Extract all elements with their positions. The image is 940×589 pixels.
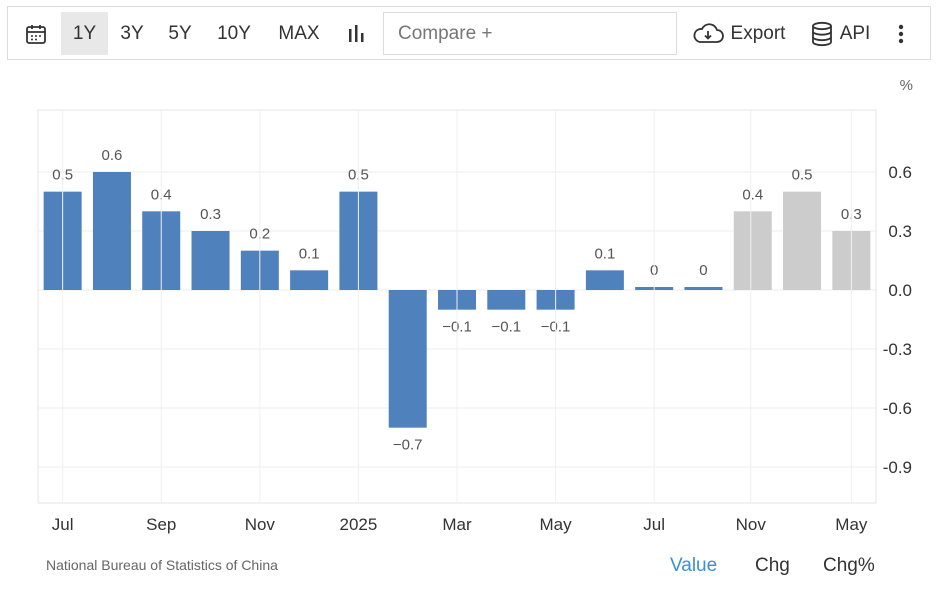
source-label: National Bureau of Statistics of China xyxy=(46,557,278,573)
x-tick-label: May xyxy=(835,515,868,534)
bar xyxy=(388,290,427,428)
more-menu-button[interactable] xyxy=(888,12,914,55)
mode-value-button[interactable]: Value xyxy=(670,555,718,576)
y-tick-label: 0.3 xyxy=(888,222,912,241)
y-unit-label: % xyxy=(900,77,913,94)
more-vertical-icon xyxy=(898,24,904,44)
mode-chg-button[interactable]: Chg xyxy=(755,555,790,576)
bar-value-label: 0.6 xyxy=(102,147,123,164)
bar-value-label: −0.1 xyxy=(491,319,521,336)
bar-value-label: 0.1 xyxy=(299,245,320,262)
calendar-button[interactable] xyxy=(18,12,54,55)
bar xyxy=(684,287,723,290)
chart-type-button[interactable] xyxy=(340,12,374,55)
forecast-bar xyxy=(733,211,772,290)
range-10y-button[interactable]: 10Y xyxy=(217,23,251,44)
y-tick-label: 0.6 xyxy=(888,163,912,182)
bar-chart: 0.60.30.0-0.3-0.6-0.9%0.50.60.40.30.20.1… xyxy=(37,77,913,534)
bar-value-label: 0.1 xyxy=(594,245,615,262)
api-button[interactable]: API xyxy=(802,12,878,55)
bar-chart-icon xyxy=(349,24,364,42)
x-tick-label: Jul xyxy=(643,515,665,534)
range-max-button[interactable]: MAX xyxy=(278,23,320,44)
range-3y-button[interactable]: 3Y xyxy=(120,23,144,44)
bar xyxy=(191,230,230,290)
toolbar: 1Y 3Y 5Y 10Y MAX Compare + Export API xyxy=(7,6,931,60)
bar-value-label: 0.3 xyxy=(200,206,221,223)
export-button[interactable]: Export xyxy=(684,12,792,55)
bar-value-label: −0.7 xyxy=(393,437,423,454)
cloud-download-icon xyxy=(693,23,724,43)
y-tick-label: -0.3 xyxy=(883,340,912,359)
x-tick-label: Nov xyxy=(736,515,767,534)
forecast-bar xyxy=(783,191,822,290)
compare-input[interactable]: Compare + xyxy=(383,12,677,55)
y-tick-label: -0.6 xyxy=(883,399,912,418)
y-tick-label: 0.0 xyxy=(888,281,912,300)
database-icon xyxy=(811,21,832,47)
range-5y-button[interactable]: 5Y xyxy=(168,23,192,44)
mode-chg-percent-button[interactable]: Chg% xyxy=(823,555,875,576)
x-tick-label: May xyxy=(540,515,573,534)
x-tick-label: Mar xyxy=(442,515,472,534)
calendar-icon xyxy=(26,24,46,44)
bar-value-label: 0.5 xyxy=(792,167,813,184)
x-tick-label: Nov xyxy=(245,515,276,534)
y-tick-label: -0.9 xyxy=(883,458,912,477)
bar-value-label: 0.4 xyxy=(742,186,763,203)
bar xyxy=(585,270,624,290)
bar xyxy=(290,270,329,290)
x-tick-label: Sep xyxy=(146,515,176,534)
bar xyxy=(92,171,131,290)
x-tick-label: 2025 xyxy=(339,515,377,534)
bar-value-label: 0 xyxy=(699,262,707,279)
api-label: API xyxy=(839,23,871,45)
export-label: Export xyxy=(730,23,786,45)
bar xyxy=(487,290,526,310)
x-tick-label: Jul xyxy=(52,515,74,534)
range-1y-button[interactable]: 1Y xyxy=(61,12,108,55)
